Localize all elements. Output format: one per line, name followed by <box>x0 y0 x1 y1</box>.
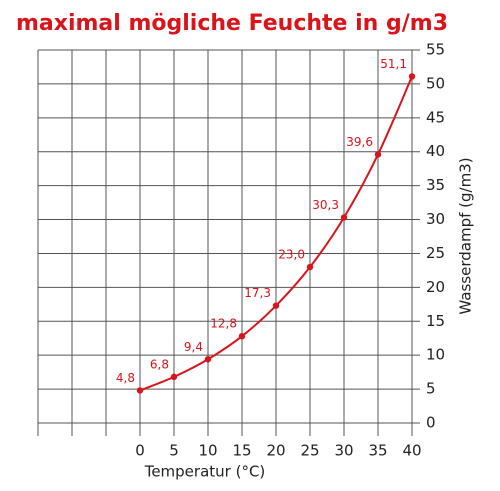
chart-title: maximal mögliche Feuchte in g/m3 <box>16 11 448 36</box>
x-tick-label: 35 <box>368 442 387 460</box>
y-tick-label: 30 <box>426 210 445 228</box>
y-tick-label: 0 <box>426 414 436 432</box>
y-axis-label: Wasserdampf (g/m3) <box>457 157 475 314</box>
value-label: 51,1 <box>380 57 407 71</box>
value-label: 39,6 <box>346 135 373 149</box>
value-label: 12,8 <box>210 317 237 331</box>
value-label: 30,3 <box>312 198 339 212</box>
point <box>374 151 382 158</box>
x-tick-label: 30 <box>334 442 353 460</box>
y-tick-label: 10 <box>426 346 445 364</box>
value-label: 23,0 <box>278 248 305 262</box>
x-tick-label: 5 <box>169 442 179 460</box>
point <box>272 302 280 309</box>
y-tick-label: 50 <box>426 74 445 92</box>
y-tick-label: 5 <box>426 380 436 398</box>
point <box>306 263 314 271</box>
point <box>170 373 178 381</box>
value-label: 6,8 <box>150 357 169 371</box>
point <box>340 214 348 221</box>
x-tick-label: 25 <box>300 442 319 460</box>
point <box>204 356 212 363</box>
x-tick-label: 20 <box>266 442 285 460</box>
point <box>238 332 246 340</box>
value-label: 4,8 <box>116 371 135 385</box>
y-tick-label: 40 <box>426 142 445 160</box>
y-tick-label: 20 <box>426 278 445 296</box>
y-tick-label: 55 <box>426 41 445 59</box>
value-label: 9,4 <box>184 340 203 354</box>
x-axis-label: Temperatur (°C) <box>144 463 266 481</box>
x-tick-label: 15 <box>232 442 251 460</box>
point <box>408 73 416 80</box>
x-tick-label: 0 <box>135 442 145 460</box>
x-tick-label: 40 <box>402 442 421 460</box>
y-tick-label: 45 <box>426 108 445 126</box>
y-tick-label: 15 <box>426 312 445 330</box>
y-tick-label: 35 <box>426 176 445 194</box>
value-label: 17,3 <box>244 286 271 300</box>
point <box>136 387 144 394</box>
y-tick-label: 25 <box>426 244 445 262</box>
x-tick-label: 10 <box>198 442 217 460</box>
